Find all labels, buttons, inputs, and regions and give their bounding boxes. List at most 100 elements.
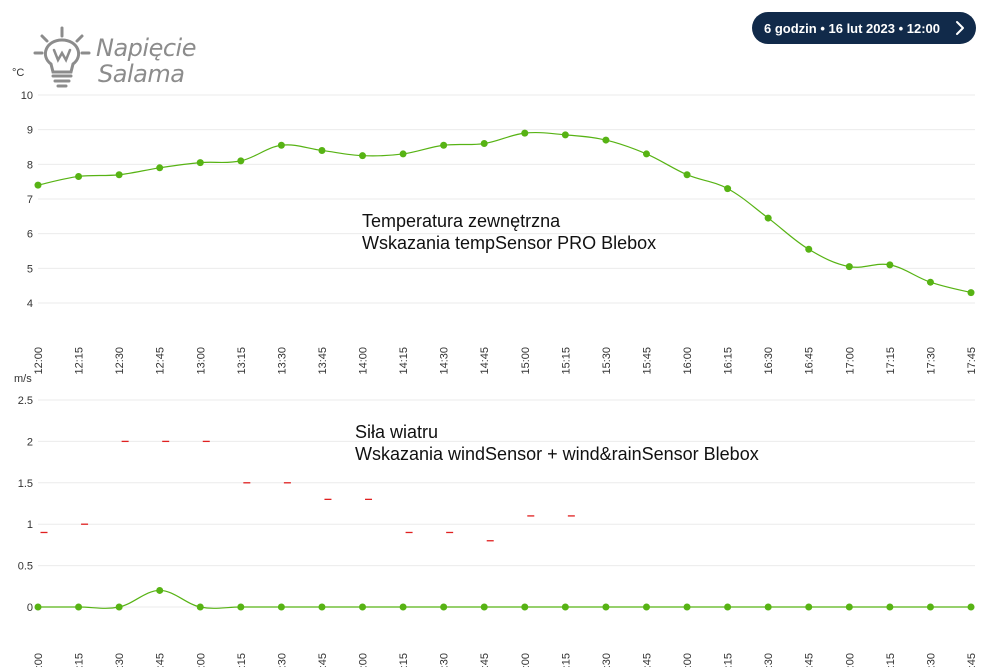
wind-x-tick-label: 12:30 — [114, 653, 126, 667]
temperature-x-tick-label: 17:30 — [925, 347, 937, 375]
temperature-data-point — [683, 171, 691, 179]
wind-x-tick-label: 13:30 — [276, 653, 288, 667]
wind-data-point — [156, 586, 164, 594]
wind-data-point — [764, 603, 772, 611]
wind-x-tick-label: 13:45 — [317, 653, 329, 667]
wind-data-point — [196, 603, 204, 611]
wind-x-tick-label: 16:30 — [763, 653, 775, 667]
temperature-data-point — [34, 181, 42, 189]
temperature-gridlines — [38, 94, 975, 304]
wind-data-point — [277, 603, 285, 611]
wind-y-tick-label: 1.5 — [18, 478, 33, 490]
temperature-x-tick-label: 16:00 — [682, 347, 694, 375]
wind-unit-label: m/s — [14, 373, 32, 385]
temperature-x-tick-label: 13:15 — [236, 347, 248, 375]
wind-data-point — [967, 603, 975, 611]
wind-data-point — [440, 603, 448, 611]
time-range-selector-button[interactable]: 6 godzin • 16 lut 2023 • 12:00 — [752, 12, 976, 44]
wind-x-tick-label: 16:00 — [682, 653, 694, 667]
wind-x-tick-label: 14:45 — [479, 653, 491, 667]
temperature-data-point — [196, 159, 204, 167]
wind-speed-series-line — [37, 589, 971, 609]
wind-gridlines — [38, 399, 975, 608]
wind-y-tick-label: 0 — [27, 602, 33, 614]
wind-x-tick-label: 17:30 — [925, 653, 937, 667]
napiecie-salama-logo: Napięcie Salama — [32, 26, 222, 90]
wind-data-point — [642, 603, 650, 611]
temperature-x-tick-label: 16:30 — [763, 347, 775, 375]
temperature-x-tick-label: 12:00 — [33, 347, 45, 375]
temperature-x-tick-label: 17:45 — [966, 347, 978, 375]
wind-x-tick-label: 15:15 — [560, 653, 572, 667]
temperature-data-point — [926, 278, 934, 286]
logo-text-line1: Napięcie — [96, 34, 196, 62]
wind-x-tick-label: 15:45 — [641, 653, 653, 667]
wind-x-tick-label: 14:30 — [439, 653, 451, 667]
temperature-data-point — [967, 289, 975, 297]
lightbulb-icon — [33, 26, 91, 88]
wind-x-tick-label: 17:45 — [966, 653, 978, 667]
temperature-x-tick-label: 14:30 — [439, 347, 451, 375]
wind-x-tick-label: 12:45 — [155, 653, 167, 667]
time-range-label: 6 godzin • 16 lut 2023 • 12:00 — [764, 20, 941, 36]
temperature-data-point — [156, 164, 164, 172]
temperature-data-point — [602, 136, 610, 144]
temperature-data-point — [399, 150, 407, 158]
temperature-data-point — [521, 129, 529, 137]
wind-data-point — [845, 603, 853, 611]
temperature-x-tick-label: 13:45 — [317, 347, 329, 375]
wind-x-tick-label: 12:15 — [74, 653, 86, 667]
temperature-x-tick-label: 14:15 — [398, 347, 410, 375]
wind-data-point — [75, 603, 83, 611]
wind-data-point — [724, 603, 732, 611]
temperature-data-point — [724, 185, 732, 193]
temperature-series-line — [37, 131, 972, 294]
temperature-y-tick-label: 5 — [27, 263, 33, 275]
temperature-annotation: Temperatura zewnętrzna Wskazania tempSen… — [362, 210, 656, 254]
wind-data-point — [359, 603, 367, 611]
temperature-data-point — [561, 131, 569, 139]
wind-x-tick-label: 12:00 — [33, 653, 45, 667]
wind-data-point — [318, 603, 326, 611]
temperature-y-tick-label: 10 — [21, 90, 33, 102]
wind-data-point — [561, 603, 569, 611]
temperature-x-tick-label: 17:15 — [885, 347, 897, 375]
temperature-y-tick-label: 8 — [27, 159, 33, 171]
wind-data-point — [602, 603, 610, 611]
wind-max-markers — [40, 440, 575, 542]
temperature-x-tick-label: 12:45 — [155, 347, 167, 375]
temperature-x-tick-label: 13:00 — [195, 347, 207, 375]
temperature-x-tick-label: 15:15 — [560, 347, 572, 375]
temperature-data-point — [237, 157, 245, 165]
wind-data-point — [399, 603, 407, 611]
wind-x-axis: 12:00 12:15 12:30 12:45 13:00 13:15 13:30 13:45… — [33, 653, 978, 667]
wind-data-point — [34, 603, 42, 611]
wind-y-tick-label: 1 — [27, 519, 33, 531]
wind-annotation-source: Wskazania windSensor + wind&rainSensor B… — [355, 444, 759, 464]
temperature-y-tick-label: 7 — [27, 194, 33, 206]
temperature-x-tick-label: 13:30 — [276, 347, 288, 375]
temperature-data-point — [480, 140, 488, 148]
logo-text-line2: Salama — [98, 60, 185, 88]
temperature-x-tick-label: 16:45 — [804, 347, 816, 375]
temperature-data-point — [115, 171, 123, 179]
wind-data-point — [683, 603, 691, 611]
temperature-y-tick-label: 9 — [27, 125, 33, 137]
temperature-y-axis: 4 5 6 7 8 9 10 — [21, 90, 33, 310]
wind-x-tick-label: 16:15 — [723, 653, 735, 667]
wind-x-tick-label: 13:00 — [195, 653, 207, 667]
temperature-x-axis: 12:00 12:15 12:30 12:45 13:00 13:15 13:30 13:45… — [33, 347, 978, 375]
temperature-data-point — [642, 150, 650, 158]
temperature-x-tick-label: 17:00 — [844, 347, 856, 375]
wind-data-point — [886, 603, 894, 611]
temperature-x-tick-label: 15:00 — [520, 347, 532, 375]
temperature-x-tick-label: 15:30 — [601, 347, 613, 375]
wind-annotation: Siła wiatru Wskazania windSensor + wind&… — [355, 421, 759, 465]
temperature-data-point — [440, 141, 448, 149]
temperature-annotation-source: Wskazania tempSensor PRO Blebox — [362, 233, 657, 253]
wind-data-point — [805, 603, 813, 611]
temperature-x-tick-label: 12:15 — [74, 347, 86, 375]
wind-y-tick-label: 0.5 — [18, 561, 33, 573]
wind-x-tick-label: 17:00 — [844, 653, 856, 667]
